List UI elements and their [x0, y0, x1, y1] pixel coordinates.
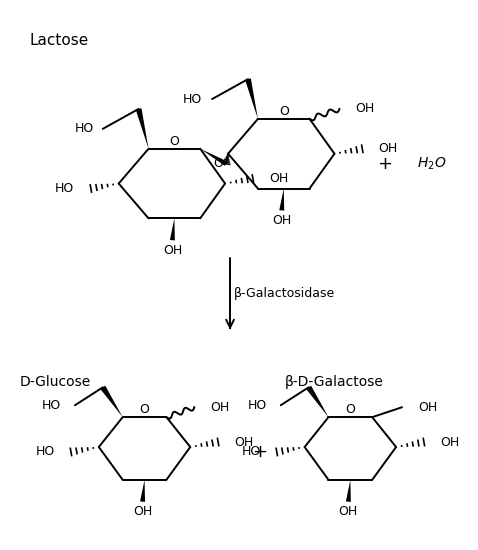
Polygon shape: [346, 480, 351, 502]
Text: OH: OH: [163, 244, 182, 257]
Text: $H_2O$: $H_2O$: [417, 156, 446, 172]
Text: OH: OH: [440, 436, 459, 448]
Text: OH: OH: [133, 505, 152, 518]
Text: D-Glucose: D-Glucose: [19, 375, 90, 389]
Text: OH: OH: [210, 401, 229, 414]
Polygon shape: [279, 189, 284, 211]
Text: O: O: [346, 403, 355, 416]
Polygon shape: [306, 386, 328, 417]
Text: O: O: [279, 105, 289, 118]
Text: β-Galactosidase: β-Galactosidase: [234, 288, 335, 300]
Text: OH: OH: [339, 505, 358, 518]
Text: O: O: [213, 157, 223, 170]
Text: OH: OH: [272, 214, 292, 227]
Text: HO: HO: [42, 399, 61, 412]
Text: HO: HO: [36, 446, 55, 459]
Text: HO: HO: [248, 399, 267, 412]
Text: OH: OH: [418, 401, 437, 414]
Text: OH: OH: [234, 436, 253, 448]
Text: OH: OH: [378, 142, 397, 155]
Polygon shape: [100, 386, 123, 417]
Polygon shape: [200, 148, 228, 166]
Text: HO: HO: [241, 446, 261, 459]
Text: O: O: [140, 403, 150, 416]
Text: +: +: [252, 443, 267, 461]
Text: O: O: [169, 135, 179, 148]
Text: +: +: [377, 155, 391, 173]
Text: HO: HO: [75, 122, 94, 135]
Text: Lactose: Lactose: [29, 34, 88, 48]
Polygon shape: [140, 480, 145, 502]
Polygon shape: [170, 218, 175, 240]
Text: HO: HO: [183, 92, 202, 106]
Polygon shape: [136, 108, 149, 148]
Text: OH: OH: [355, 102, 375, 116]
Polygon shape: [245, 79, 258, 119]
Text: OH: OH: [269, 172, 288, 185]
Text: β-D-Galactose: β-D-Galactose: [285, 375, 384, 389]
Text: HO: HO: [54, 182, 74, 195]
